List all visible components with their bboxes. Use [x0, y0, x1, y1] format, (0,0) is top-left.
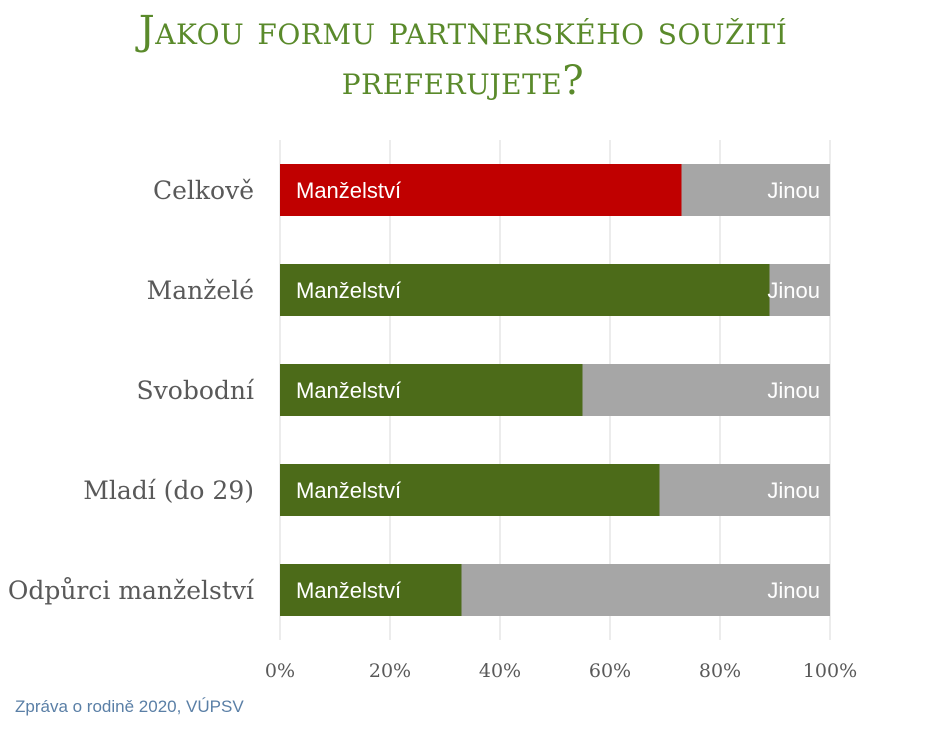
bar-label-jinou: Jinou	[767, 378, 820, 403]
bar-label-manzelstvi: Manželství	[296, 278, 401, 303]
bar-label-jinou: Jinou	[767, 278, 820, 303]
chart-title: Jakou formu partnerského soužití preferu…	[0, 6, 926, 106]
x-tick-label: 60%	[589, 660, 631, 682]
category-label: Odpůrci manželství	[8, 576, 255, 605]
x-tick-label: 100%	[803, 660, 857, 682]
source-note: Zpráva o rodině 2020, VÚPSV	[15, 697, 244, 716]
bar-segment-jinou	[659, 464, 830, 516]
bar-label-manzelstvi: Manželství	[296, 378, 401, 403]
bar-segment-jinou	[769, 264, 830, 316]
bar-label-manzelstvi: Manželství	[296, 178, 401, 203]
x-tick-label: 0%	[265, 660, 295, 682]
chart-title-line-1: Jakou formu partnerského soužití	[138, 8, 788, 54]
category-label: Manželé	[147, 276, 254, 305]
bar-segment-manzelstvi	[280, 464, 660, 516]
x-tick-label: 20%	[369, 660, 411, 682]
category-label: Mladí (do 29)	[83, 476, 254, 505]
bar-segment-jinou	[461, 564, 830, 616]
bar-label-jinou: Jinou	[767, 478, 820, 503]
bar-segment-manzelstvi	[280, 364, 583, 416]
bar-label-manzelstvi: Manželství	[296, 478, 401, 503]
bar-label-jinou: Jinou	[767, 178, 820, 203]
bar-segment-jinou	[681, 164, 830, 216]
category-label: Svobodní	[137, 376, 255, 405]
bar-segment-manzelstvi	[280, 164, 682, 216]
bar-label-jinou: Jinou	[767, 578, 820, 603]
x-tick-label: 80%	[699, 660, 741, 682]
bar-segment-manzelstvi	[280, 264, 770, 316]
chart-title-line-2: preferujete?	[341, 58, 585, 104]
bar-label-manzelstvi: Manželství	[296, 578, 401, 603]
bar-segment-jinou	[582, 364, 830, 416]
x-tick-label: 40%	[479, 660, 521, 682]
bar-segment-manzelstvi	[280, 564, 462, 616]
category-label: Celkově	[153, 176, 254, 205]
